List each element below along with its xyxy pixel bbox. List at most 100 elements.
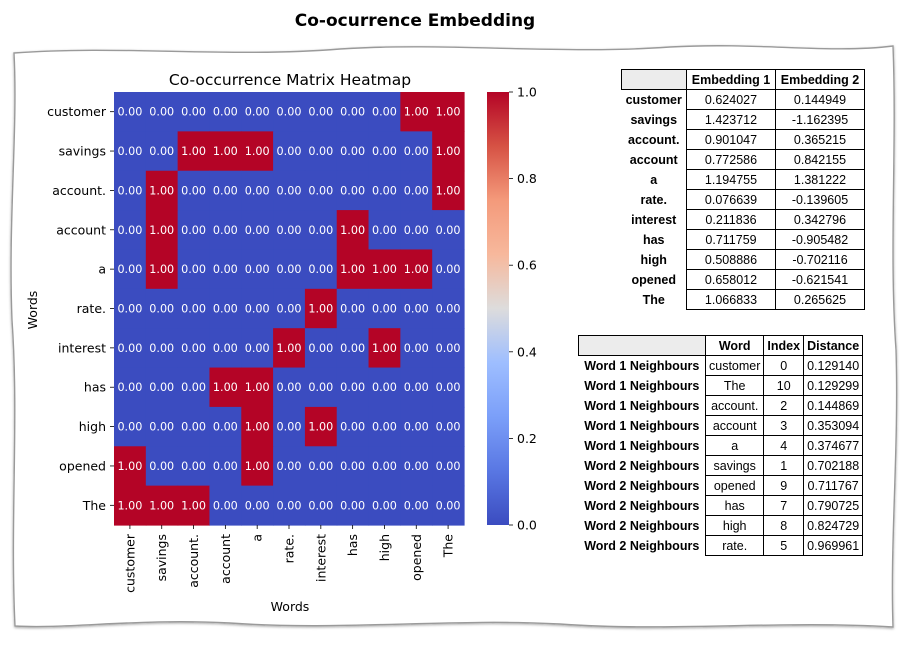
heatmap-cell (273, 249, 306, 290)
heatmap-cell-value: 0.00 (340, 145, 365, 158)
embedding-2-header: Embedding 2 (775, 69, 865, 90)
embedding-table-row: savings 1.423712 -1.162395 (622, 109, 865, 130)
heatmap-cell (241, 288, 274, 329)
heatmap-cell (368, 249, 401, 290)
heatmap-cell-value: 0.00 (372, 145, 397, 158)
embedding-1-header: Embedding 1 (686, 69, 776, 90)
heatmap-cell-value: 0.00 (436, 263, 461, 276)
heatmap-cell-value: 0.00 (181, 224, 206, 237)
neighbour-index: 8 (763, 515, 805, 536)
heatmap-cell (177, 406, 211, 447)
heatmap-cell (177, 210, 211, 251)
heatmap-cell-value: 1.00 (213, 145, 238, 158)
heatmap-cell-value: 0.00 (277, 499, 302, 512)
heatmap-cell-value: 0.00 (308, 381, 333, 394)
x-tick-label: high (377, 534, 392, 561)
neighbour-distance: 0.824729 (803, 515, 864, 536)
embedding-table-row: account 0.772586 0.842155 (622, 149, 865, 170)
heatmap-cell-value: 0.00 (181, 184, 206, 197)
heatmap-cell (368, 406, 401, 447)
heatmap-cell (400, 92, 433, 132)
heatmap-cell (241, 328, 274, 369)
heatmap-cell-value: 0.00 (213, 460, 238, 473)
neighbour-distance: 0.353094 (803, 415, 864, 436)
heatmap-cell (273, 485, 306, 526)
heatmap-cell (241, 131, 274, 172)
heatmap-cell (209, 92, 242, 132)
heatmap-cell (368, 288, 401, 329)
heatmap-cell-value: 0.00 (308, 224, 333, 237)
heatmap-cell (368, 210, 401, 251)
heatmap-cell (400, 170, 433, 211)
heatmap-cell-value: 1.00 (149, 224, 174, 237)
y-tick-label: interest (58, 340, 106, 355)
heatmap-cell (368, 131, 401, 172)
heatmap-cell (145, 92, 179, 132)
heatmap-cell-value: 1.00 (245, 460, 270, 473)
heatmap-cell-value: 1.00 (117, 460, 142, 473)
embedding-1-value: 0.901047 (686, 129, 776, 150)
heatmap-cell (368, 485, 401, 526)
heatmap-cell (209, 249, 242, 290)
embedding-2-value: -0.621541 (775, 269, 865, 290)
heatmap-cell-value: 0.00 (340, 303, 365, 316)
heatmap-cell-value: 0.00 (372, 224, 397, 237)
heatmap-cell (368, 367, 401, 408)
embedding-table-row: a 1.194755 1.381222 (622, 169, 865, 190)
y-tick-label: opened (59, 458, 106, 473)
heatmap-cell (114, 367, 147, 408)
heatmap-y-tick-labels: customer savings account. account a rate. inte… (47, 104, 114, 513)
heatmap-cell (209, 406, 242, 447)
heatmap-cell-value: 0.00 (277, 106, 302, 119)
heatmap-cell (432, 170, 465, 211)
heatmap-cell-value: 0.00 (181, 106, 206, 119)
heatmap-cell-value: 1.00 (117, 499, 142, 512)
heatmap-cell (273, 446, 306, 487)
heatmap-cell (209, 485, 242, 526)
neighbour-distance: 0.129299 (803, 375, 864, 396)
x-tick-label: a (250, 534, 265, 542)
row-word-label: opened (631, 272, 676, 287)
neighbours-table-row: Word 1 Neighbours customer 0 0.129140 (579, 355, 864, 376)
y-axis-label: Words (25, 291, 40, 330)
heatmap-cell (114, 406, 147, 447)
heatmap-cell-value: 0.00 (181, 263, 206, 276)
heatmap-cell-value: 1.00 (372, 342, 397, 355)
heatmap-cell-value: 0.00 (213, 499, 238, 512)
heatmap-cell (432, 406, 465, 447)
heatmap-cell (241, 210, 274, 251)
heatmap-cell (432, 249, 465, 290)
heatmap-cell (145, 485, 179, 526)
embedding-table-corner (621, 69, 687, 90)
y-tick-label: high (79, 419, 106, 434)
heatmap-cell-value: 0.00 (372, 184, 397, 197)
embedding-2-value: 0.365215 (775, 129, 865, 150)
heatmap-cell-value: 0.00 (245, 342, 270, 355)
embedding-1-value: 1.194755 (686, 169, 776, 190)
y-tick-label: a (98, 262, 106, 277)
neighbour-distance: 0.790725 (803, 495, 864, 516)
heatmap-cell (400, 288, 433, 329)
heatmap-cell (177, 328, 211, 369)
heatmap-cell-value: 1.00 (181, 145, 206, 158)
heatmap-cell (304, 367, 338, 408)
colorbar-ticks: 0.0 0.2 0.4 0.6 0.8 1.0 (509, 85, 537, 533)
neighbours-table-row: Word 2 Neighbours has 7 0.790725 (579, 495, 864, 516)
neighbour-group-label: Word 1 Neighbours (584, 358, 700, 373)
y-tick-label: savings (59, 144, 106, 159)
heatmap-cell-value: 0.00 (213, 342, 238, 355)
heatmap-cell (145, 328, 179, 369)
neighbour-distance: 0.969961 (803, 535, 864, 556)
neighbour-group-label: Word 2 Neighbours (584, 538, 700, 553)
heatmap-cell (273, 170, 306, 211)
heatmap-cell-value: 0.00 (340, 421, 365, 434)
heatmap-cell-value: 0.00 (308, 145, 333, 158)
heatmap-cell (368, 92, 401, 132)
heatmap-cell-value: 0.00 (149, 460, 174, 473)
heatmap-cell (432, 328, 465, 369)
x-tick-label: has (345, 534, 360, 556)
embedding-1-value: 0.624027 (686, 89, 776, 110)
neighbour-distance: 0.144869 (803, 395, 864, 416)
heatmap-cell-value: 0.00 (149, 303, 174, 316)
heatmap-cell-value: 0.00 (372, 460, 397, 473)
